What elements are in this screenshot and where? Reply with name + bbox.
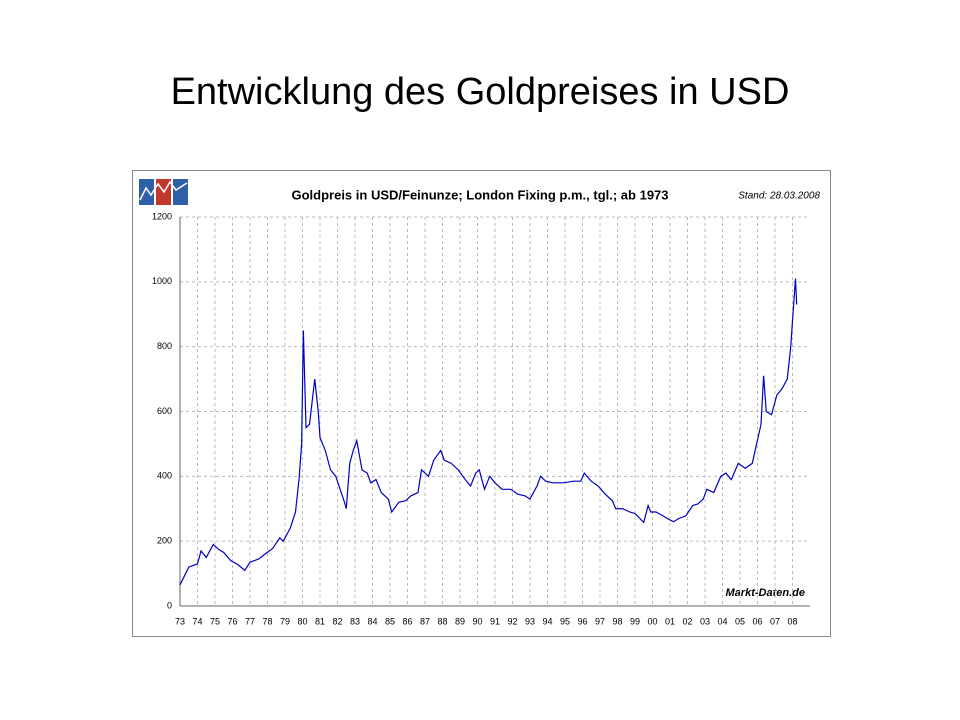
x-tick-label: 74 bbox=[192, 616, 202, 626]
y-tick-label: 800 bbox=[157, 341, 172, 351]
x-tick-label: 79 bbox=[280, 616, 290, 626]
x-tick-label: 81 bbox=[315, 616, 325, 626]
y-tick-label: 1200 bbox=[152, 211, 172, 221]
x-tick-label: 02 bbox=[682, 616, 692, 626]
x-tick-label: 86 bbox=[402, 616, 412, 626]
x-tick-label: 05 bbox=[735, 616, 745, 626]
chart-frame bbox=[132, 170, 831, 637]
source-label: Markt-Daten.de bbox=[726, 587, 805, 599]
x-tick-label: 80 bbox=[297, 616, 307, 626]
x-tick-label: 82 bbox=[332, 616, 342, 626]
x-tick-label: 01 bbox=[665, 616, 675, 626]
x-tick-label: 88 bbox=[437, 616, 447, 626]
x-tick-label: 78 bbox=[262, 616, 272, 626]
x-tick-label: 85 bbox=[385, 616, 395, 626]
x-tick-label: 84 bbox=[367, 616, 377, 626]
x-tick-label: 76 bbox=[227, 616, 237, 626]
x-tick-label: 89 bbox=[455, 616, 465, 626]
x-tick-label: 99 bbox=[630, 616, 640, 626]
x-tick-label: 97 bbox=[595, 616, 605, 626]
x-tick-label: 77 bbox=[245, 616, 255, 626]
y-tick-label: 1000 bbox=[152, 276, 172, 286]
x-tick-label: 73 bbox=[175, 616, 185, 626]
x-tick-label: 08 bbox=[787, 616, 797, 626]
chart-title: Goldpreis in USD/Feinunze; London Fixing… bbox=[291, 187, 668, 202]
x-tick-label: 06 bbox=[752, 616, 762, 626]
x-tick-label: 96 bbox=[577, 616, 587, 626]
x-tick-label: 98 bbox=[612, 616, 622, 626]
chart-note: Stand: 28.03.2008 bbox=[738, 191, 820, 202]
x-tick-label: 92 bbox=[507, 616, 517, 626]
y-tick-label: 200 bbox=[157, 536, 172, 546]
logo bbox=[139, 179, 188, 205]
x-tick-label: 90 bbox=[472, 616, 482, 626]
x-tick-label: 75 bbox=[210, 616, 220, 626]
slide-title: Entwicklung des Goldpreises in USD bbox=[171, 71, 790, 113]
price-line bbox=[179, 278, 798, 586]
x-tick-label: 95 bbox=[560, 616, 570, 626]
x-tick-label: 03 bbox=[700, 616, 710, 626]
x-tick-label: 94 bbox=[542, 616, 552, 626]
y-tick-label: 400 bbox=[157, 471, 172, 481]
x-tick-label: 07 bbox=[770, 616, 780, 626]
x-tick-label: 83 bbox=[350, 616, 360, 626]
x-tick-label: 00 bbox=[647, 616, 657, 626]
x-tick-label: 87 bbox=[420, 616, 430, 626]
y-tick-label: 600 bbox=[157, 406, 172, 416]
x-tick-label: 04 bbox=[717, 616, 727, 626]
x-tick-label: 91 bbox=[490, 616, 500, 626]
y-tick-label: 0 bbox=[167, 600, 172, 610]
x-tick-label: 93 bbox=[525, 616, 535, 626]
